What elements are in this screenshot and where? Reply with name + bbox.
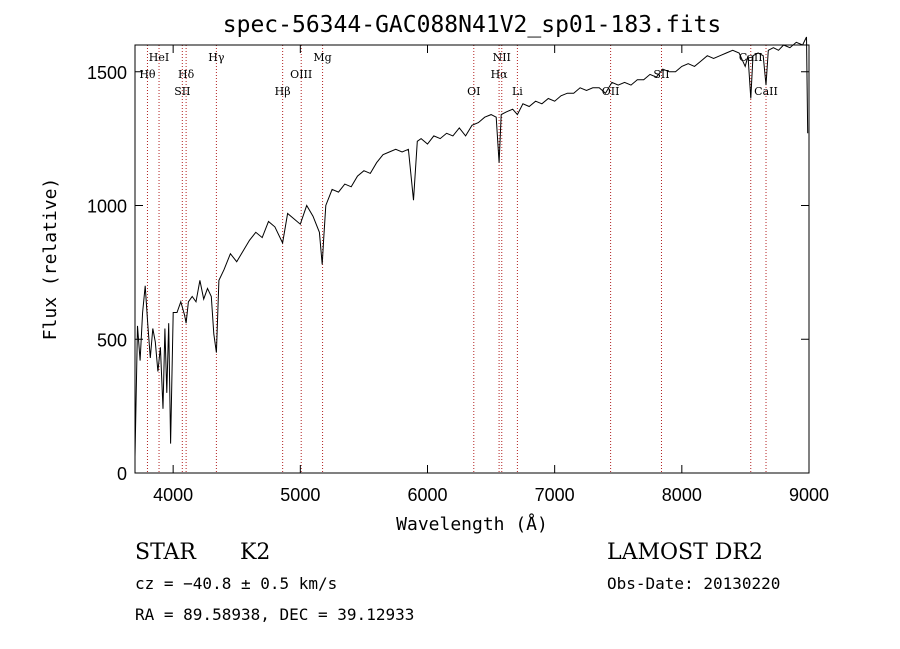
x-axis-label: Wavelength (Å) [396, 513, 548, 535]
y-tick-label-3: 1500 [87, 63, 127, 83]
line-marker-label-5: Hβ [275, 85, 291, 98]
x-tick-label-2: 6000 [407, 485, 447, 505]
y-tick-label-1: 500 [97, 330, 127, 350]
line-marker-label-9: Hα [491, 68, 509, 81]
line-marker-label-3: Hδ [178, 68, 195, 81]
line-marker-label-13: SII [653, 68, 669, 81]
object-subclass: K2 [240, 540, 270, 565]
line-marker-label-4: Hγ [208, 51, 225, 64]
coordinates-text: RA = 89.58938, DEC = 39.12933 [135, 605, 414, 624]
spectrum-line-0 [134, 36, 809, 457]
line-marker-label-6: OIII [290, 68, 312, 81]
survey-label: LAMOST DR2 [607, 540, 763, 565]
line-marker-label-8: OI [467, 85, 480, 98]
plot-frame [134, 44, 810, 474]
line-marker-label-0: Hθ [139, 68, 156, 81]
line-marker-label-15: CaII [754, 85, 778, 98]
object-class: STAR [135, 540, 197, 565]
chart-title: spec-56344-GAC088N41V2_sp01-183.fits [223, 12, 722, 38]
x-tick-label-5: 9000 [789, 485, 829, 505]
spectrum-series [134, 36, 809, 457]
line-marker-label-7: Mg [313, 51, 331, 64]
x-tick-label-0: 4000 [153, 485, 193, 505]
y-axis-label: Flux (relative) [40, 178, 61, 341]
axis-ticks: 4000 5000 6000 7000 8000 9000 0 500 1000 1500 [87, 45, 829, 505]
line-marker-label-11: Li [512, 85, 523, 98]
line-marker-label-10: NII [493, 51, 511, 64]
line-marker-label-1: HeI [149, 51, 169, 64]
obs-date-text: Obs-Date: 20130220 [607, 574, 780, 593]
x-tick-label-3: 7000 [535, 485, 575, 505]
y-tick-label-0: 0 [117, 464, 127, 484]
line-marker-label-12: OII [602, 85, 620, 98]
x-tick-label-4: 8000 [662, 485, 702, 505]
y-tick-label-2: 1000 [87, 197, 127, 217]
line-marker-label-2: SII [174, 85, 190, 98]
redshift-text: cz = −40.8 ± 0.5 km/s [135, 574, 337, 593]
x-tick-label-1: 5000 [280, 485, 320, 505]
